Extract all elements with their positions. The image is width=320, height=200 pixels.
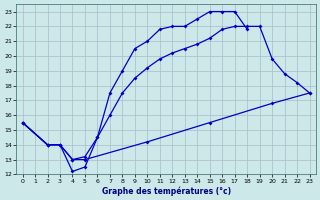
X-axis label: Graphe des températures (°c): Graphe des températures (°c) <box>101 186 231 196</box>
